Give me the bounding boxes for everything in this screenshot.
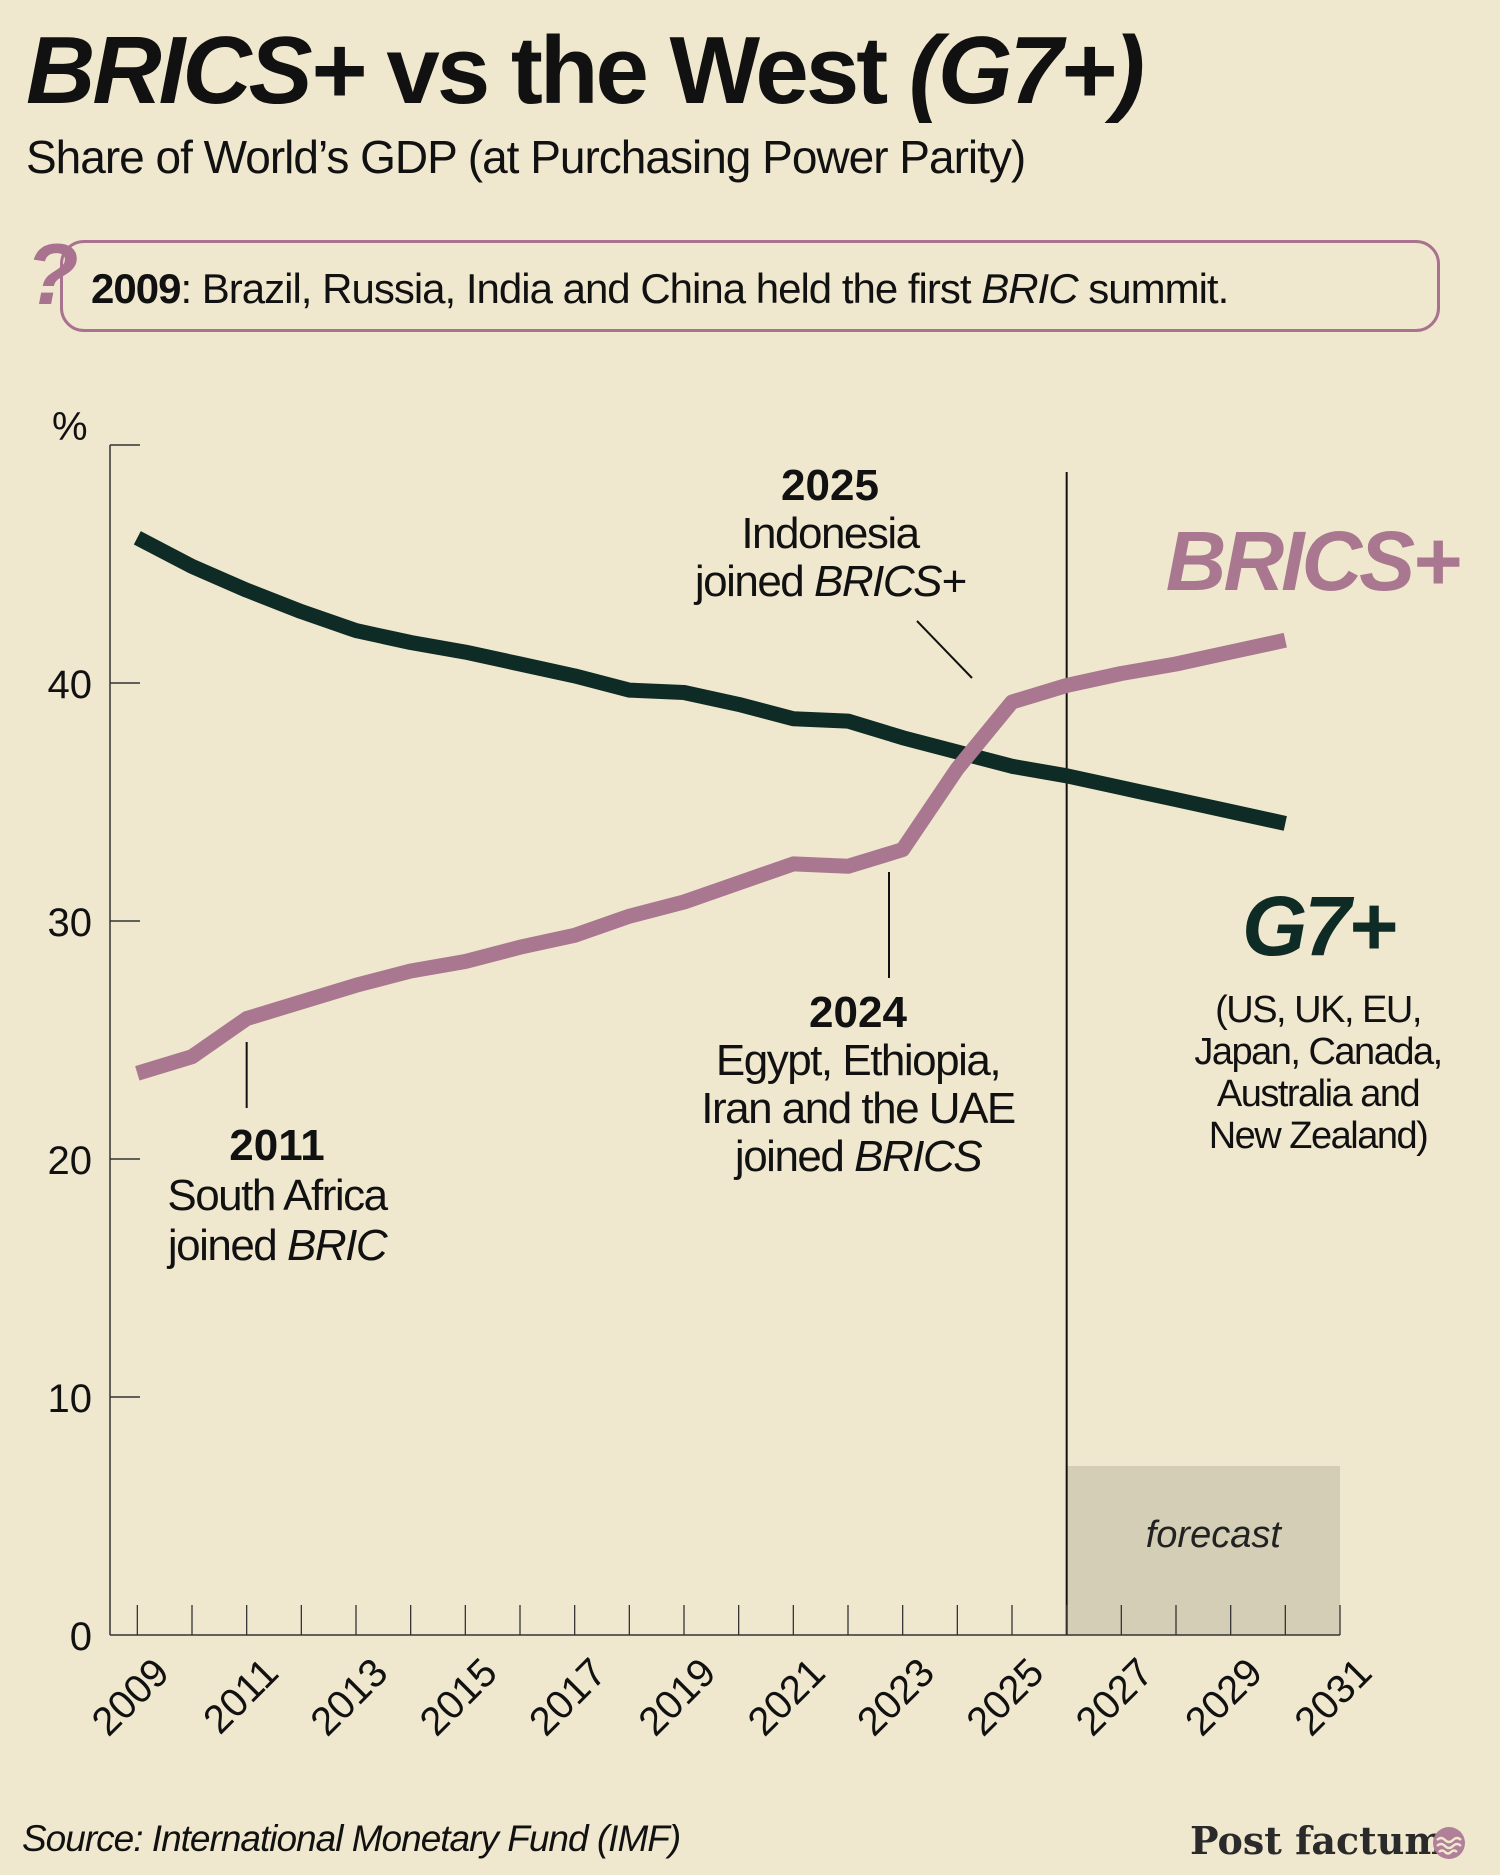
note-text-b: summit. bbox=[1077, 265, 1229, 312]
annotation-plain: joined bbox=[166, 1221, 287, 1270]
annotation-plain: joined bbox=[693, 557, 814, 606]
g7-members-line: New Zealand) bbox=[1209, 1115, 1428, 1157]
x-tick-label: 2013 bbox=[302, 1650, 396, 1744]
annotation-text-2024: Egypt, Ethiopia, bbox=[716, 1036, 1000, 1085]
y-tick-label: 30 bbox=[48, 901, 93, 945]
x-tick-label: 2025 bbox=[958, 1650, 1052, 1744]
annotation-year-2011: 2011 bbox=[229, 1121, 324, 1170]
x-tick-label: 2017 bbox=[521, 1650, 615, 1744]
title-g7: (G7+) bbox=[908, 17, 1145, 124]
note-text-a: : Brazil, Russia, India and China held t… bbox=[180, 265, 982, 312]
series-label-brics: BRICS+ bbox=[1166, 514, 1460, 608]
wave-logo-icon bbox=[1433, 1827, 1465, 1859]
page-title: BRICS+ vs the West (G7+) bbox=[26, 17, 1145, 124]
forecast-label: forecast bbox=[1146, 1514, 1283, 1556]
g7-members-line: (US, UK, EU, bbox=[1215, 989, 1421, 1031]
annotation-year-2025: 2025 bbox=[781, 461, 879, 510]
forecast-region bbox=[1066, 1466, 1340, 1635]
g7-members-line: Australia and bbox=[1217, 1073, 1419, 1115]
annotation-text-2025: joined BRICS+ bbox=[693, 557, 966, 606]
series-label-g7: G7+ bbox=[1242, 879, 1396, 973]
y-tick-label: 20 bbox=[48, 1139, 93, 1183]
x-tick-label: 2019 bbox=[630, 1650, 724, 1744]
series-line-g7 bbox=[133, 531, 1287, 831]
y-tick-label: 0 bbox=[70, 1615, 92, 1659]
leader-line-2025 bbox=[916, 620, 973, 679]
y-tick-label: 40 bbox=[48, 663, 93, 707]
question-mark-icon: ? bbox=[26, 227, 79, 323]
annotation-italic: BRICS bbox=[854, 1132, 982, 1181]
g7-members-line: Japan, Canada, bbox=[1194, 1031, 1441, 1073]
annotation-text-2024: joined BRICS bbox=[733, 1132, 982, 1181]
annotation-year-2024: 2024 bbox=[809, 988, 907, 1037]
annotation-text-2024: Iran and the UAE bbox=[701, 1084, 1015, 1133]
x-tick-label: 2027 bbox=[1068, 1650, 1162, 1744]
x-tick-label: 2015 bbox=[412, 1650, 506, 1744]
x-tick-label: 2009 bbox=[84, 1650, 178, 1744]
x-tick-label: 2011 bbox=[195, 1650, 287, 1742]
annotation-italic: BRICS+ bbox=[814, 557, 966, 606]
x-tick-label: 2029 bbox=[1177, 1650, 1271, 1744]
annotation-text-2025: Indonesia bbox=[741, 509, 920, 558]
info-note: 2009: Brazil, Russia, India and China he… bbox=[60, 240, 1440, 332]
title-brics: BRICS+ bbox=[26, 17, 366, 124]
annotation-italic: BRIC bbox=[287, 1221, 389, 1270]
series-line-brics bbox=[135, 632, 1287, 1081]
source-note: Source: International Monetary Fund (IMF… bbox=[22, 1818, 681, 1859]
note-text-italic: BRIC bbox=[981, 265, 1078, 312]
annotation-text-2011: South Africa bbox=[167, 1171, 388, 1220]
title-vs: vs the West bbox=[362, 17, 909, 124]
note-year: 2009 bbox=[91, 265, 181, 312]
annotation-plain: joined bbox=[733, 1132, 854, 1181]
brand-name: Post factum bbox=[1190, 1818, 1445, 1863]
annotation-text-2011: joined BRIC bbox=[166, 1221, 389, 1270]
y-tick-label: 10 bbox=[48, 1377, 93, 1421]
page-subtitle: Share of World’s GDP (at Purchasing Powe… bbox=[26, 131, 1026, 183]
x-tick-label: 2023 bbox=[849, 1650, 943, 1744]
x-tick-label: 2031 bbox=[1286, 1650, 1380, 1744]
x-tick-label: 2021 bbox=[740, 1650, 834, 1744]
y-axis-unit: % bbox=[52, 405, 88, 449]
